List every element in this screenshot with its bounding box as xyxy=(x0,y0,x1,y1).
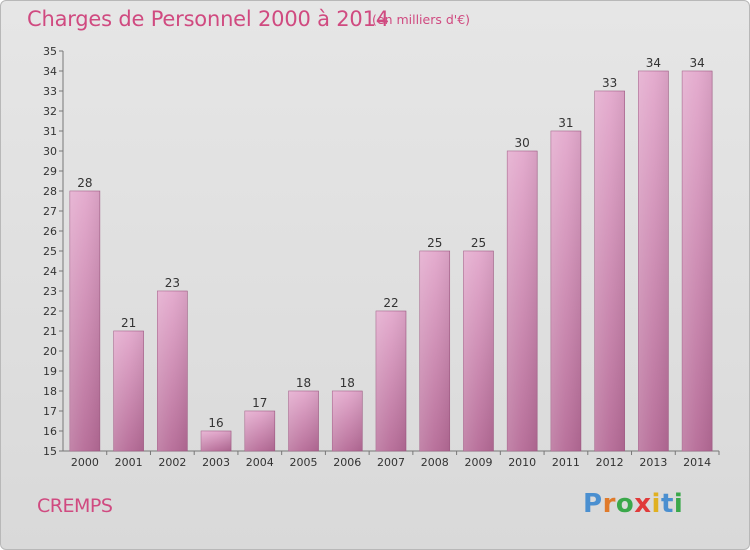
y-tick-label: 17 xyxy=(43,405,57,418)
x-tick-label: 2011 xyxy=(552,456,580,469)
bar-shine xyxy=(507,151,538,451)
y-tick-label: 29 xyxy=(43,165,57,178)
data-label: 21 xyxy=(121,316,136,330)
x-tick-label: 2004 xyxy=(246,456,274,469)
y-tick-label: 32 xyxy=(43,105,57,118)
y-tick-label: 26 xyxy=(43,225,57,238)
x-tick-label: 2012 xyxy=(596,456,624,469)
chart-subtitle: (en milliers d'€) xyxy=(372,12,471,27)
bars xyxy=(69,70,713,452)
x-tick-label: 2008 xyxy=(421,456,449,469)
x-tick-label: 2014 xyxy=(683,456,711,469)
y-tick-label: 30 xyxy=(43,145,57,158)
data-label: 16 xyxy=(208,416,223,430)
logo-letter: P xyxy=(583,489,603,519)
x-tick-label: 2002 xyxy=(158,456,186,469)
y-tick-label: 27 xyxy=(43,205,57,218)
data-label: 25 xyxy=(427,236,442,250)
bar-shine xyxy=(594,91,625,451)
x-tick-label: 2007 xyxy=(377,456,405,469)
y-tick-label: 31 xyxy=(43,125,57,138)
y-tick-label: 19 xyxy=(43,365,57,378)
data-label: 31 xyxy=(558,116,573,130)
x-tick-label: 2000 xyxy=(71,456,99,469)
x-tick-label: 2001 xyxy=(115,456,143,469)
x-tick-label: 2010 xyxy=(508,456,536,469)
x-axis: 2000 2001 2002 2003 2004 2005 2006 2007 2008 2009… xyxy=(63,450,720,469)
bar-shine xyxy=(201,431,232,451)
y-tick-label: 22 xyxy=(43,305,57,318)
data-label: 22 xyxy=(383,296,398,310)
bar-shine xyxy=(332,391,363,451)
y-tick-label: 24 xyxy=(43,265,57,278)
logo-letter: x xyxy=(634,489,652,519)
commune-name: CREMPS xyxy=(37,495,113,517)
data-label: 28 xyxy=(77,176,92,190)
data-label: 30 xyxy=(515,136,530,150)
y-tick-label: 25 xyxy=(43,245,57,258)
bar-shine xyxy=(244,411,275,451)
data-labels: 28 21 23 16 17 18 18 22 25 25 30 31 33 34 34 xyxy=(77,56,705,430)
x-tick-label: 2003 xyxy=(202,456,230,469)
y-axis: 15 16 17 18 19 20 21 22 23 24 25 26 27 28 29 30 31 32 33 34… xyxy=(43,45,64,458)
bar-shine xyxy=(288,391,319,451)
y-tick-label: 34 xyxy=(43,65,57,78)
y-tick-label: 16 xyxy=(43,425,57,438)
x-tick-label: 2013 xyxy=(639,456,667,469)
y-tick-label: 20 xyxy=(43,345,57,358)
logo-letter: i xyxy=(651,489,661,519)
logo-letter: r xyxy=(602,489,616,519)
data-label: 33 xyxy=(602,76,617,90)
y-tick-label: 35 xyxy=(43,45,57,58)
bar-shine xyxy=(376,311,406,451)
bar-shine xyxy=(682,71,713,451)
y-tick-label: 28 xyxy=(43,185,57,198)
data-label: 34 xyxy=(646,56,661,70)
y-tick-label: 33 xyxy=(43,85,57,98)
data-label: 23 xyxy=(165,276,180,290)
data-label: 34 xyxy=(689,56,704,70)
chart-title: Charges de Personnel 2000 à 2014 xyxy=(27,7,389,31)
data-label: 25 xyxy=(471,236,486,250)
bar-shine xyxy=(157,291,188,451)
logo-letter: o xyxy=(615,489,635,519)
bar-shine xyxy=(113,331,144,451)
data-label: 18 xyxy=(340,376,355,390)
bar-shine xyxy=(463,251,494,451)
logo-letter: t xyxy=(660,489,674,519)
y-tick-label: 23 xyxy=(43,285,57,298)
y-tick-label: 15 xyxy=(43,445,57,458)
y-tick-label: 21 xyxy=(43,325,57,338)
x-tick-label: 2006 xyxy=(333,456,361,469)
logo-letter: i xyxy=(673,489,684,519)
bar-shine xyxy=(638,71,669,451)
x-tick-label: 2005 xyxy=(290,456,318,469)
bar-shine xyxy=(69,191,100,451)
x-tick-label: 2009 xyxy=(464,456,492,469)
bar-shine xyxy=(550,131,581,451)
proxiti-logo[interactable]: Proxiti xyxy=(583,489,683,519)
data-label: 17 xyxy=(252,396,267,410)
y-tick-label: 18 xyxy=(43,385,57,398)
data-label: 18 xyxy=(296,376,311,390)
bar-shine xyxy=(419,251,450,451)
